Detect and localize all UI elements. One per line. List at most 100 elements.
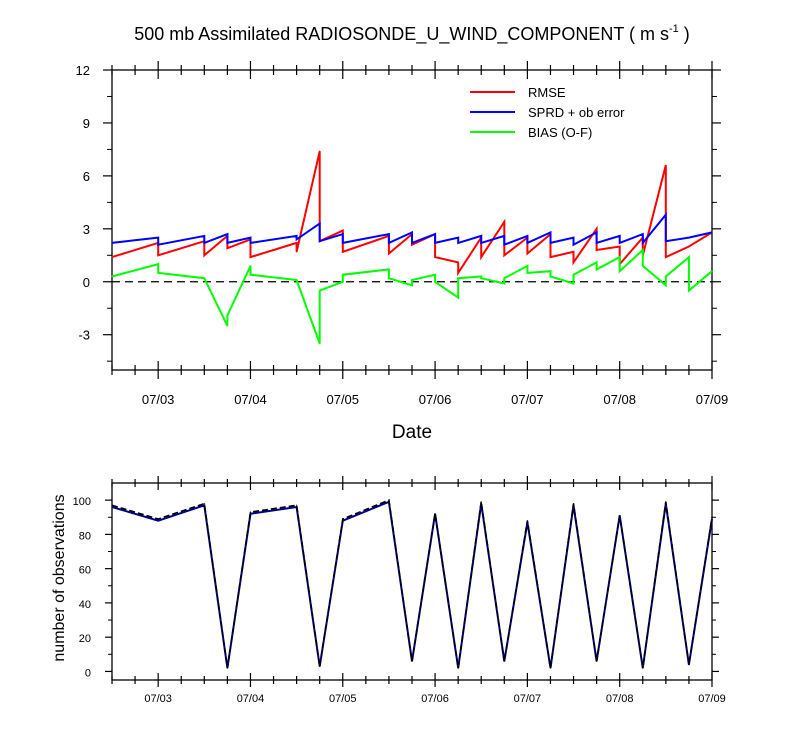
top-series-2-point-14 xyxy=(388,277,390,279)
bottom-series-0-point-0 xyxy=(111,506,113,508)
chart-title-superscript: -1 xyxy=(669,23,679,35)
top-series-1-point-37 xyxy=(642,233,644,235)
top-series-2-point-13 xyxy=(388,268,390,271)
bottom-xtick-label-6: 07/09 xyxy=(698,693,726,705)
top-xtick-label-4: 07/07 xyxy=(511,392,544,407)
bottom-xtick-label-2: 07/05 xyxy=(329,693,357,705)
top-series-0-point-30 xyxy=(549,256,552,258)
top-series-2-point-4 xyxy=(226,325,228,327)
top-series-1-point-29 xyxy=(549,231,552,233)
top-series-1-point-30 xyxy=(549,242,552,244)
top-series-0-point-13 xyxy=(342,229,344,232)
bottom-series-1-point-16 xyxy=(572,502,575,505)
top-series-2-point-16 xyxy=(411,279,413,281)
top-series-0-point-41 xyxy=(688,245,690,248)
top-series-0-point-11 xyxy=(319,150,321,152)
chart-title-main: 500 mb Assimilated RADIOSONDE_U_WIND_COM… xyxy=(134,24,669,45)
bottom-xtick-label-5: 07/08 xyxy=(606,693,634,705)
top-series-1-point-31 xyxy=(572,237,575,239)
top-series-1-point-34 xyxy=(596,242,598,244)
top-series-1-point-33 xyxy=(596,231,598,233)
bottom-ytick-label-3: 60 xyxy=(79,565,91,577)
bottom-series-1-point-1 xyxy=(157,518,159,520)
top-series-0-point-40 xyxy=(665,256,667,258)
top-series-2-point-22 xyxy=(480,277,482,279)
bottom-series-1-point-7 xyxy=(342,518,344,520)
top-x-axis-label: Date xyxy=(392,422,432,443)
bottom-series-0-point-2 xyxy=(203,504,205,506)
top-series-2-point-21 xyxy=(480,275,482,278)
bottom-series-1-point-10 xyxy=(434,513,436,515)
top-series-1-point-12 xyxy=(319,240,321,242)
bottom-series-0-point-22 xyxy=(711,518,713,520)
top-series-1-point-23 xyxy=(480,235,482,237)
top-series-2-point-36 xyxy=(642,265,644,267)
top-series-0-point-18 xyxy=(411,244,413,246)
bottom-series-1-point-0 xyxy=(111,504,113,506)
bottom-series-1-point-4 xyxy=(249,511,252,513)
top-series-2-point-1 xyxy=(157,263,159,265)
top-series-2-point-2 xyxy=(157,272,159,274)
top-series-1-point-22 xyxy=(457,242,459,244)
top-series-0-point-35 xyxy=(619,245,621,248)
top-series-0-point-31 xyxy=(572,251,575,253)
bottom-ytick-label-2: 40 xyxy=(79,599,91,611)
top-ytick-label-0: -3 xyxy=(78,328,90,343)
top-series-line-2 xyxy=(111,247,713,344)
top-series-1-point-13 xyxy=(342,233,344,235)
bottom-ytick-label-5: 100 xyxy=(73,496,91,508)
bottom-plot-panel: 0 20 40 60 80 100 07/03 07/04 07/05 07/06 07/07 07/… xyxy=(73,476,726,705)
top-series-1-point-24 xyxy=(480,242,482,244)
top-plot-panel: -3 0 3 6 9 12 07/03 07/04 07/05 07/06 07/07 07/08 07… xyxy=(76,61,728,407)
top-series-0-point-2 xyxy=(157,254,159,256)
legend-label-1: SPRD + ob error xyxy=(528,105,625,120)
top-series-1-point-18 xyxy=(411,242,413,244)
top-series-1-point-27 xyxy=(526,235,528,237)
top-series-1-point-25 xyxy=(503,235,505,237)
top-series-2-point-9 xyxy=(319,342,321,345)
top-series-1-point-42 xyxy=(711,231,713,233)
top-series-1-point-3 xyxy=(203,235,205,237)
chart-title-end: ) xyxy=(679,24,690,44)
top-series-1-point-28 xyxy=(526,242,528,244)
top-series-1-point-41 xyxy=(688,237,690,239)
top-series-1-point-1 xyxy=(157,237,159,239)
bottom-series-0-point-1 xyxy=(157,520,159,522)
top-series-0-point-21 xyxy=(457,261,459,263)
top-series-2-point-15 xyxy=(411,284,413,286)
top-series-2-point-31 xyxy=(596,261,598,263)
top-series-1-point-14 xyxy=(342,242,344,244)
top-series-2-point-7 xyxy=(249,274,252,276)
top-series-1-point-20 xyxy=(434,242,436,244)
bottom-ytick-label-1: 20 xyxy=(79,633,91,645)
top-series-2-point-5 xyxy=(226,314,228,316)
top-series-0-point-25 xyxy=(503,221,505,223)
top-series-2-point-35 xyxy=(642,249,644,251)
top-series-1-point-6 xyxy=(226,242,228,244)
top-series-2-point-26 xyxy=(526,272,528,274)
top-series-1-point-39 xyxy=(665,214,667,216)
bottom-plot-frame xyxy=(111,482,713,681)
top-series-0-point-6 xyxy=(226,247,228,249)
top-xtick-label-3: 07/06 xyxy=(419,392,452,407)
bottom-series-1-point-13 xyxy=(503,660,505,662)
top-series-2-point-3 xyxy=(203,277,205,279)
bottom-series-1-point-21 xyxy=(688,663,690,666)
bottom-series-1-point-11 xyxy=(457,667,459,669)
bottom-y-axis-label: number of observations xyxy=(51,494,68,661)
top-series-line-1 xyxy=(111,211,713,247)
top-series-1-point-2 xyxy=(157,244,159,246)
top-series-1-point-17 xyxy=(411,231,413,233)
top-series-1-point-15 xyxy=(388,233,390,235)
chart-title: 500 mb Assimilated RADIOSONDE_U_WIND_COM… xyxy=(134,23,690,45)
bottom-xtick-label-3: 07/06 xyxy=(421,693,449,705)
top-ytick-label-5: 12 xyxy=(76,63,90,78)
top-series-line-0 xyxy=(111,150,713,277)
top-series-2-point-24 xyxy=(503,277,505,279)
top-ytick-label-2: 3 xyxy=(83,222,90,237)
top-series-0-point-33 xyxy=(596,228,598,230)
top-series-2-point-30 xyxy=(572,274,575,276)
bottom-series-1-point-20 xyxy=(665,501,667,503)
top-series-1-point-16 xyxy=(388,242,390,244)
